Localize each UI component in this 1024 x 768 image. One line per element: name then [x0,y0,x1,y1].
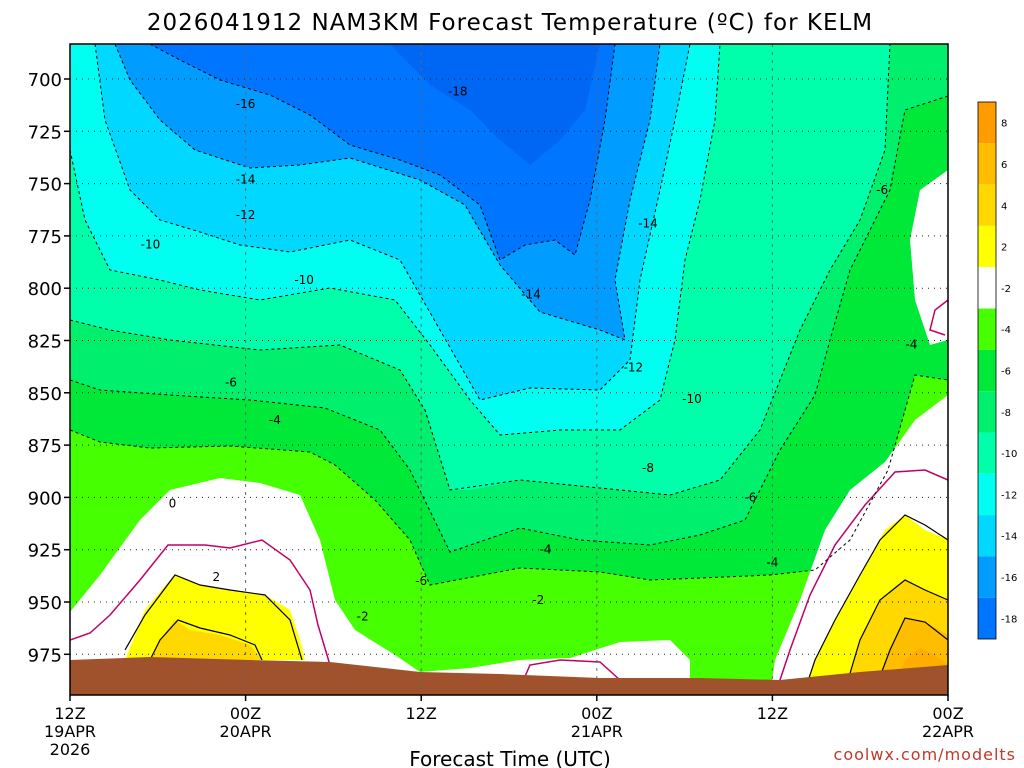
y-tick-label: 700 [28,70,62,91]
contour-label: 2 [213,570,221,584]
colorbar-label: 4 [1001,201,1007,212]
colorbar-swatch [978,349,996,392]
colorbar-label: -2 [1001,284,1011,295]
y-tick-label: 775 [28,227,62,248]
colorbar-label: -18 [1001,614,1017,625]
x-tick-label-bot: 2026 [50,740,91,759]
contour-label: -6 [744,490,756,504]
contour-label: -10 [294,273,314,287]
y-tick-label: 875 [28,436,62,457]
x-tick-label-top: 12Z [406,704,437,723]
x-tick-label-mid: 21APR [571,722,623,741]
x-tick-label-top: 12Z [54,704,85,723]
x-tick-label-mid: 19APR [44,722,96,741]
temperature-fill-layers: -18-16-14-14-14-12-12-10-10-10-8-6-6-6-6… [70,44,948,695]
contour-label: -2 [357,610,369,624]
contour-label: -6 [225,375,237,389]
x-tick-label-top: 00Z [581,704,612,723]
negative-contours [70,44,948,586]
freezing-contour-left [70,539,341,673]
colorbar-swatch [978,184,996,226]
freezing-contours [70,299,948,695]
contour-label: -6 [876,183,888,197]
contour-label: -4 [905,338,917,352]
y-tick-label: 750 [28,175,62,196]
colorbar-swatch [978,267,996,309]
x-axis-label: Forecast Time (UTC) [409,747,611,768]
contour-label: -14 [521,287,541,301]
contour-label: -4 [540,543,552,557]
chart-title: 2026041912 NAM3KM Forecast Temperature (… [147,10,873,36]
contour-label: -4 [766,555,778,569]
y-axis: 700 725 750 775 800 825 850 875 900 925 950 975 [28,70,70,666]
x-tick-label-top: 00Z [932,704,963,723]
y-tick-label: 950 [28,593,62,614]
y-tick-label: 725 [28,122,62,143]
freezing-contour-right [774,469,948,695]
terrain-ground [70,657,948,695]
colorbar-swatch [978,225,996,268]
contour-label: -4 [269,413,281,427]
colorbar-label: -16 [1001,573,1017,584]
colorbar-swatch [978,143,996,185]
x-tick-label-top: 12Z [757,704,788,723]
freezing-contour-right-upper [929,299,948,336]
y-tick-label: 975 [28,645,62,666]
y-tick-label: 850 [28,384,62,405]
colorbar-label: -6 [1001,367,1011,378]
colorbar-label: 8 [1001,119,1007,130]
contour-label: -16 [236,97,256,111]
contour-label: -2 [532,593,544,607]
y-tick-label: 900 [28,488,62,509]
colorbar-swatch [978,556,996,598]
x-tick-label-mid: 20APR [220,722,272,741]
contour-label: -8 [642,461,654,475]
band-below-minus-18 [390,44,600,165]
contour-label: -14 [236,172,256,186]
contour-label: 0 [169,497,177,511]
positive-contours [124,514,948,691]
x-tick-label-mid: 22APR [922,722,974,741]
colorbar-swatch [978,102,996,144]
colorbar-frame [977,101,997,640]
colorbar-label: -10 [1001,449,1017,460]
x-tick-label-top: 00Z [230,704,261,723]
contour-label: -12 [624,361,644,375]
plot-frame [69,43,949,696]
colorbar-swatch [978,473,996,516]
colorbar-label: -12 [1001,490,1017,501]
colorbar-label: -4 [1001,325,1011,336]
grid-lines [70,44,948,695]
colorbar: 8 6 4 2 -2 -4 -6 -8 -10 -12 -14 -16 -18 [977,101,1017,640]
colorbar-swatch [978,308,996,350]
colorbar-label: 6 [1001,160,1007,171]
contour-label: -14 [638,216,658,230]
y-tick-label: 925 [28,541,62,562]
colorbar-swatch [978,391,996,433]
colorbar-label: -14 [1001,532,1017,543]
band-0-to-minus-2-right-upper [910,170,948,345]
colorbar-label: 2 [1001,243,1007,254]
y-tick-label: 800 [28,279,62,300]
freezing-contour-mid [519,659,621,689]
colorbar-swatch [978,597,996,639]
y-tick-label: 825 [28,332,62,353]
colorbar-swatch [978,432,996,474]
colorbar-swatch [978,515,996,557]
credit-text: coolwx.com/modelts [834,745,1016,764]
contour-label: -18 [448,85,468,99]
contour-label: -10 [682,392,702,406]
contour-label: -10 [141,237,161,251]
band-2-to-4-left [150,620,262,660]
colorbar-label: -8 [1001,408,1011,419]
